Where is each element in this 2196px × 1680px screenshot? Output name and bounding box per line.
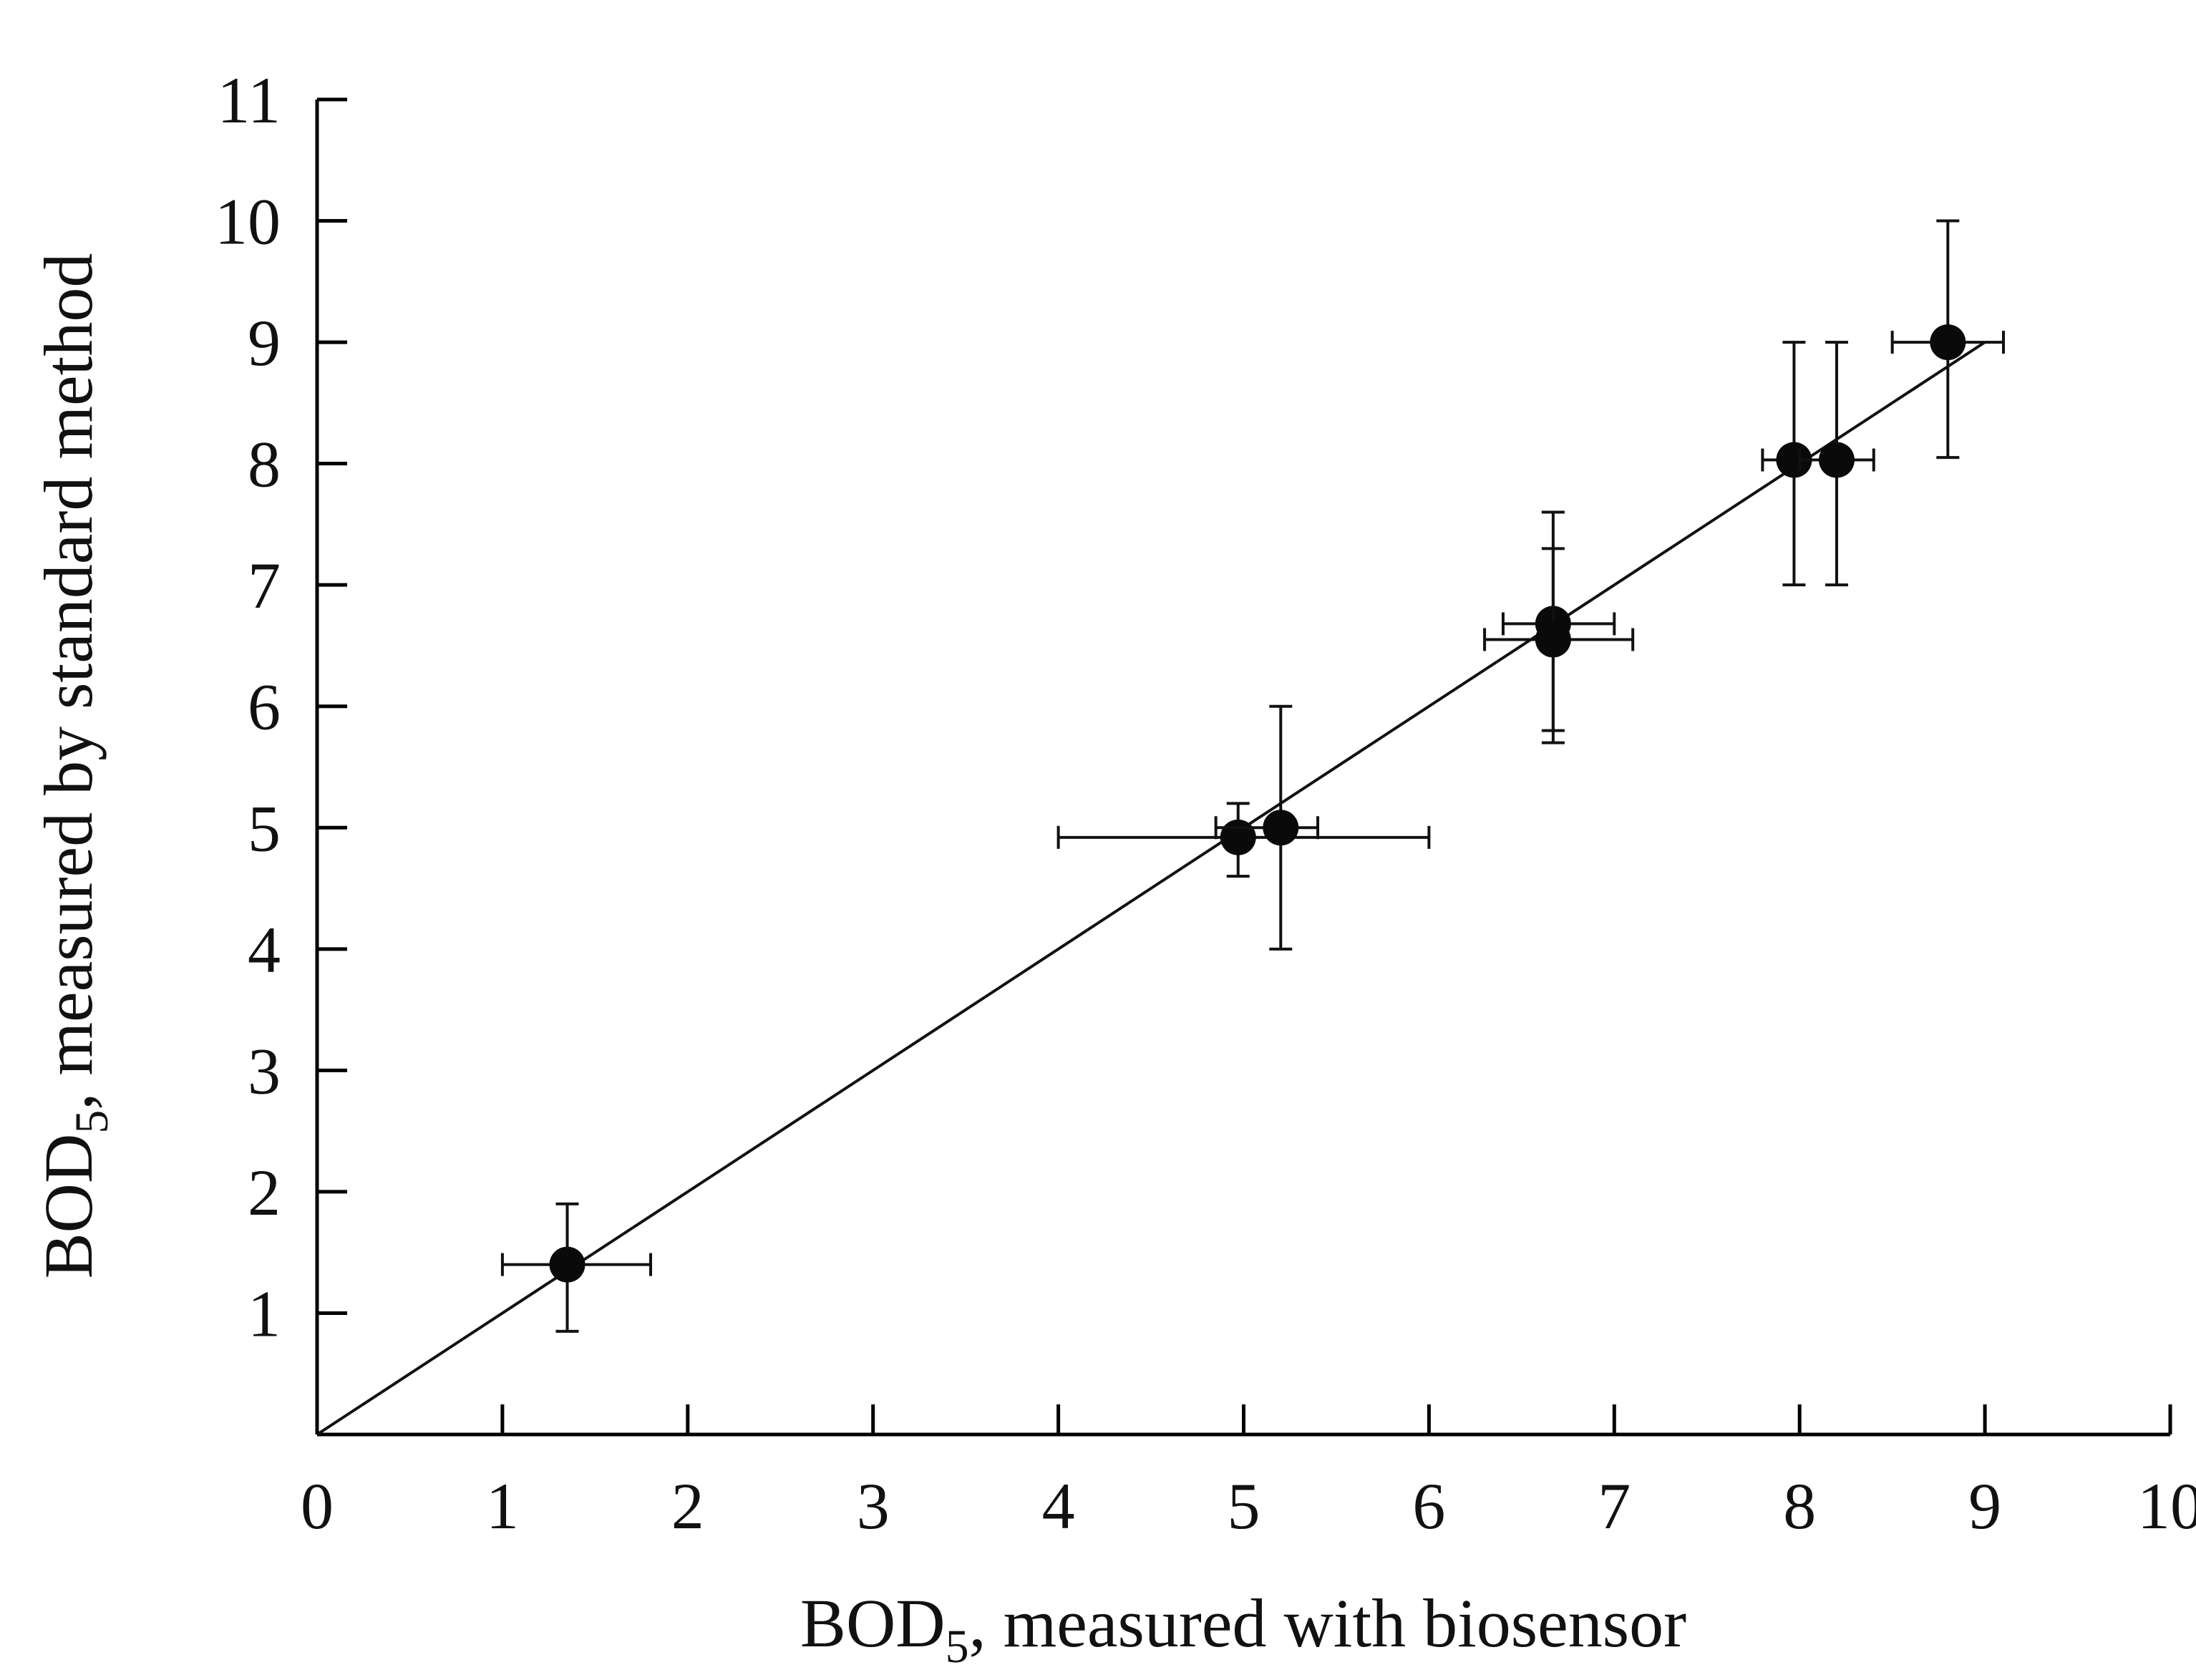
data-point-group [1056, 802, 1431, 878]
data-point [1818, 442, 1855, 478]
y-tick-label: 1 [248, 1277, 281, 1350]
y-axis-title-suffix: , measured by standard method [30, 253, 107, 1110]
x-axis-title-prefix: BOD [800, 1585, 946, 1661]
data-point [1263, 810, 1299, 846]
data-point [1535, 621, 1571, 658]
data-point [1220, 819, 1256, 855]
data-point-group [1214, 704, 1320, 951]
y-tick-label: 8 [248, 428, 281, 501]
y-tick-label: 10 [215, 185, 281, 258]
y-tick-label: 4 [248, 913, 281, 986]
x-tick-label: 7 [1598, 1470, 1631, 1543]
x-axis-title-suffix: , measured with biosensor [969, 1585, 1687, 1661]
x-tick-label: 0 [301, 1470, 334, 1543]
x-axis-title-subscript: 5 [946, 1621, 969, 1673]
x-tick-label: 6 [1412, 1470, 1445, 1543]
x-tick-label: 4 [1042, 1470, 1075, 1543]
y-tick-label: 5 [248, 792, 281, 865]
x-tick-label: 1 [486, 1470, 519, 1543]
data-point-group [1501, 510, 1616, 732]
data-point [549, 1246, 586, 1283]
y-axis-title-prefix: BOD [30, 1134, 107, 1279]
fit-line-group [316, 341, 1986, 1436]
data-points [500, 219, 2005, 1333]
x-tick-label: 2 [671, 1470, 704, 1543]
data-point [1930, 324, 1966, 361]
data-point [1776, 442, 1812, 478]
fit-line [316, 341, 1986, 1436]
y-tick-label: 9 [248, 306, 281, 379]
data-point-group [1890, 219, 2005, 460]
y-tick-label: 2 [248, 1156, 281, 1229]
y-tick-label: 3 [248, 1034, 281, 1107]
x-tick-label: 10 [2137, 1470, 2196, 1543]
x-tick-label: 3 [857, 1470, 890, 1543]
x-tick-label: 5 [1228, 1470, 1260, 1543]
data-point-group [500, 1202, 653, 1333]
x-ticks: 0 1 2 3 4 5 6 7 8 9 10 [301, 1404, 2196, 1543]
y-axis-title: BOD5, measured by standard method [30, 253, 118, 1279]
data-point-group [1761, 341, 1830, 587]
x-tick-label: 9 [1968, 1470, 2001, 1543]
y-tick-label: 11 [217, 64, 281, 137]
y-ticks: 1 2 3 4 5 6 7 8 9 10 11 [215, 64, 347, 1350]
y-tick-label: 6 [248, 671, 281, 744]
data-point-group [1483, 547, 1635, 744]
y-axis-title-subscript: 5 [66, 1110, 118, 1134]
x-axis-title: BOD5, measured with biosensor [800, 1585, 1686, 1673]
axes [315, 99, 2170, 1437]
data-point-group [1798, 341, 1875, 587]
x-tick-label: 8 [1783, 1470, 1816, 1543]
y-tick-label: 7 [248, 549, 281, 622]
